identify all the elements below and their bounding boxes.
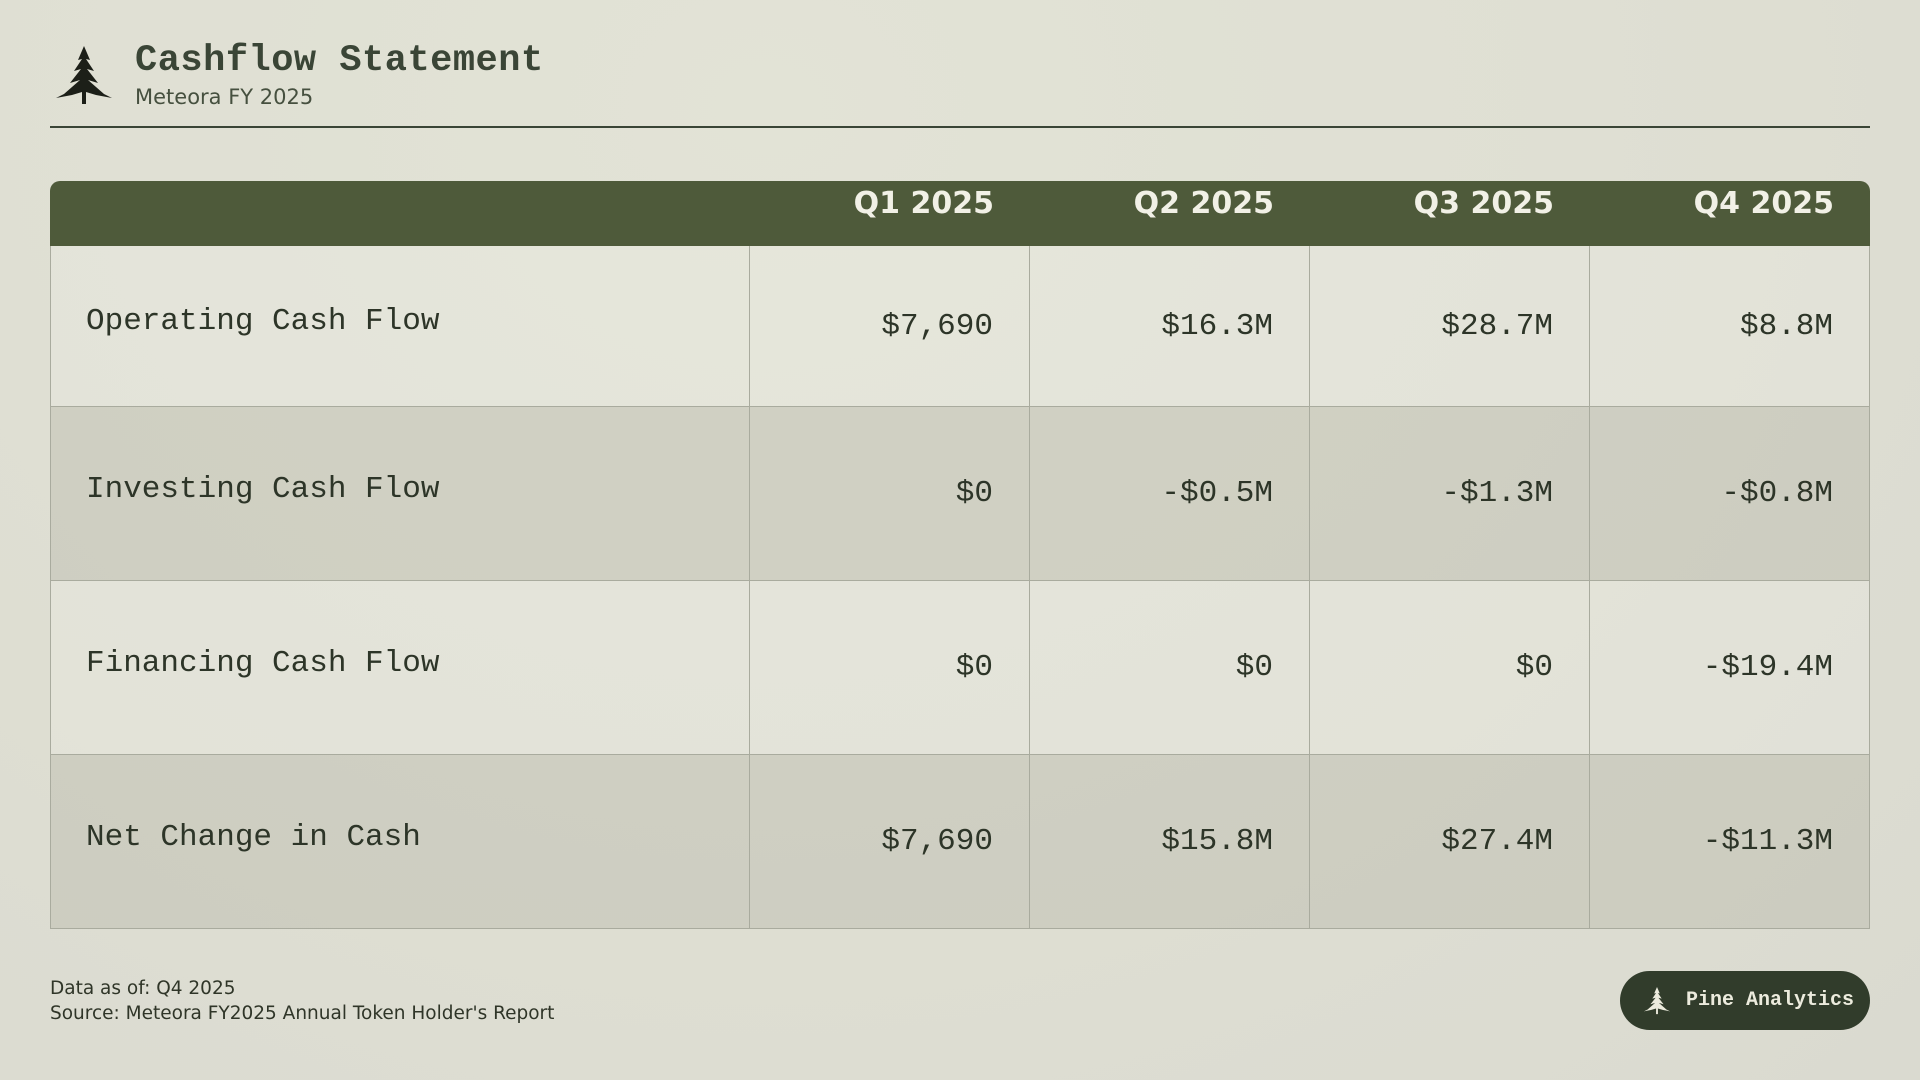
column-header-q1: Q1 2025 [750, 181, 1030, 246]
cell-value: $0 [750, 581, 1030, 755]
row-label: Investing Cash Flow [50, 407, 750, 581]
cell-value: $16.3M [1030, 246, 1310, 407]
cell-value: $7,690 [750, 755, 1030, 929]
column-header-q2: Q2 2025 [1030, 181, 1310, 246]
table-row: Financing Cash Flow $0 $0 $0 -$19.4M [50, 581, 1870, 755]
cell-value: $28.7M [1310, 246, 1590, 407]
source-note: Source: Meteora FY2025 Annual Token Hold… [50, 1003, 555, 1024]
cell-value: $8.8M [1590, 246, 1870, 407]
table-row: Net Change in Cash $7,690 $15.8M $27.4M … [50, 755, 1870, 929]
pine-tree-icon [1643, 986, 1671, 1014]
row-label: Financing Cash Flow [50, 581, 750, 755]
page-title: Cashflow Statement [135, 40, 544, 82]
row-label: Operating Cash Flow [50, 246, 750, 407]
pine-tree-icon [56, 46, 112, 104]
cell-value: $0 [1030, 581, 1310, 755]
table-row: Investing Cash Flow $0 -$0.5M -$1.3M -$0… [50, 407, 1870, 581]
brand-name: Pine Analytics [1686, 989, 1855, 1012]
cell-value: $0 [750, 407, 1030, 581]
column-header-q3: Q3 2025 [1310, 181, 1590, 246]
cell-value: -$11.3M [1590, 755, 1870, 929]
table-row: Operating Cash Flow $7,690 $16.3M $28.7M… [50, 246, 1870, 407]
cell-value: -$0.5M [1030, 407, 1310, 581]
cell-value: -$19.4M [1590, 581, 1870, 755]
cell-value: -$0.8M [1590, 407, 1870, 581]
header-divider [50, 126, 1870, 128]
column-header-label [50, 181, 750, 246]
data-as-of: Data as of: Q4 2025 [50, 978, 236, 999]
cell-value: -$1.3M [1310, 407, 1590, 581]
cell-value: $7,690 [750, 246, 1030, 407]
cell-value: $27.4M [1310, 755, 1590, 929]
cell-value: $0 [1310, 581, 1590, 755]
brand-badge: Pine Analytics [1620, 971, 1870, 1030]
cell-value: $15.8M [1030, 755, 1310, 929]
cashflow-table: Q1 2025 Q2 2025 Q3 2025 Q4 2025 Operatin… [50, 181, 1870, 929]
page-subtitle: Meteora FY 2025 [135, 85, 314, 109]
row-label: Net Change in Cash [50, 755, 750, 929]
table-header-row: Q1 2025 Q2 2025 Q3 2025 Q4 2025 [50, 181, 1870, 246]
column-header-q4: Q4 2025 [1590, 181, 1870, 246]
